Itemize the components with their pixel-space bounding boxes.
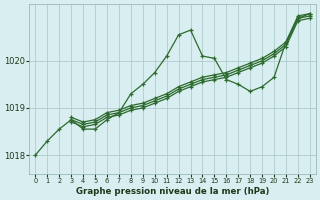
X-axis label: Graphe pression niveau de la mer (hPa): Graphe pression niveau de la mer (hPa) bbox=[76, 187, 269, 196]
